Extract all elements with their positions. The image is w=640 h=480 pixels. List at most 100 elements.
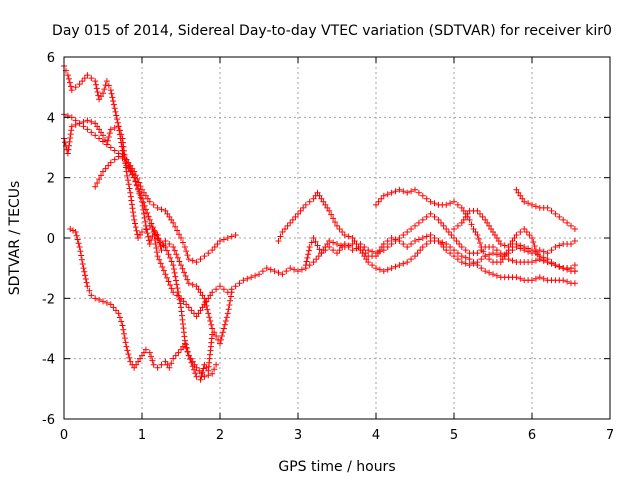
data-point: [140, 206, 147, 213]
data-point: [532, 247, 539, 254]
data-point: [571, 262, 578, 269]
data-point: [373, 201, 379, 208]
axis-ticks: 0 1 2 3 4 5 6 7 -6 -4 -2 0 2 4 6: [42, 51, 614, 443]
data-point: [462, 254, 469, 261]
data-point: [532, 203, 539, 210]
data-point: [240, 277, 247, 284]
data-point: [408, 241, 415, 248]
data-point: [120, 326, 127, 333]
data-point: [443, 201, 450, 208]
data-point: [72, 84, 79, 91]
grid: [64, 57, 610, 419]
data-point: [384, 238, 391, 245]
data-point: [480, 248, 487, 255]
data-point: [560, 265, 567, 272]
data-point: [326, 238, 333, 245]
data-point: [529, 201, 535, 208]
data-point: [133, 361, 140, 368]
data-point: [259, 268, 266, 275]
data-point: [292, 213, 299, 220]
data-point: [162, 207, 169, 214]
data-point: [213, 333, 220, 340]
data-point: [302, 262, 309, 269]
data-point: [320, 247, 327, 254]
y-tick-label: 4: [47, 111, 55, 126]
data-point: [188, 307, 195, 314]
data-point: [113, 307, 119, 314]
data-point: [458, 259, 465, 266]
data-point: [267, 266, 274, 273]
data-point: [454, 250, 461, 257]
data-point: [217, 336, 224, 343]
y-tick-label: 0: [47, 232, 55, 247]
data-point: [501, 242, 508, 249]
data-point: [133, 181, 140, 188]
data-point: [187, 355, 194, 362]
data-point: [556, 242, 563, 249]
data-point: [466, 256, 473, 263]
data-point: [475, 236, 482, 243]
data-point: [81, 75, 88, 82]
data-point: [470, 225, 477, 232]
data-point: [142, 218, 149, 225]
data-point: [111, 147, 118, 154]
data-point: [170, 262, 177, 269]
data-point: [198, 373, 205, 380]
data-point: [419, 216, 426, 223]
series-track-d: [67, 225, 220, 380]
data-point: [152, 241, 159, 248]
data-point: [396, 235, 403, 241]
data-point: [213, 286, 220, 293]
data-point: [127, 189, 134, 196]
data-point: [80, 118, 87, 125]
data-point: [185, 280, 192, 287]
data-point: [105, 82, 112, 89]
data-point: [114, 116, 121, 123]
data-point: [103, 78, 110, 85]
data-point: [88, 75, 95, 82]
x-tick-label: 5: [450, 428, 458, 443]
data-point: [65, 75, 72, 82]
data-point: [68, 123, 75, 130]
data-point: [560, 277, 567, 284]
data-point: [214, 241, 221, 248]
data-point: [92, 183, 99, 190]
data-point: [201, 295, 208, 302]
data-point: [67, 135, 74, 142]
data-point: [156, 256, 163, 263]
y-tick-label: 6: [47, 51, 55, 66]
data-point: [224, 235, 231, 241]
data-point: [291, 266, 298, 273]
data-point: [101, 86, 108, 93]
data-point: [158, 206, 165, 213]
data-point: [431, 200, 438, 207]
data-point: [168, 360, 175, 367]
data-point: [376, 266, 383, 273]
data-point: [283, 268, 290, 275]
data-point: [380, 192, 387, 199]
series-track-h: [373, 186, 578, 272]
data-point: [490, 228, 496, 235]
data-point: [412, 253, 418, 260]
data-point: [175, 349, 182, 356]
data-point: [84, 117, 91, 124]
data-point: [517, 275, 524, 282]
data-point: [284, 222, 291, 229]
data-point: [303, 258, 310, 265]
data-point: [378, 244, 385, 251]
data-point: [179, 265, 186, 272]
data-point: [76, 244, 83, 251]
data-point: [213, 361, 220, 368]
data-point: [300, 204, 307, 211]
data-point: [121, 330, 128, 337]
data-point: [501, 253, 508, 260]
data-point: [130, 209, 137, 216]
data-point: [211, 244, 218, 251]
data-point: [123, 168, 130, 175]
data-point: [154, 204, 161, 211]
data-point: [165, 278, 172, 285]
data-point: [185, 304, 192, 311]
data-point: [67, 83, 74, 90]
data-point: [88, 129, 95, 136]
data-point: [336, 225, 343, 232]
